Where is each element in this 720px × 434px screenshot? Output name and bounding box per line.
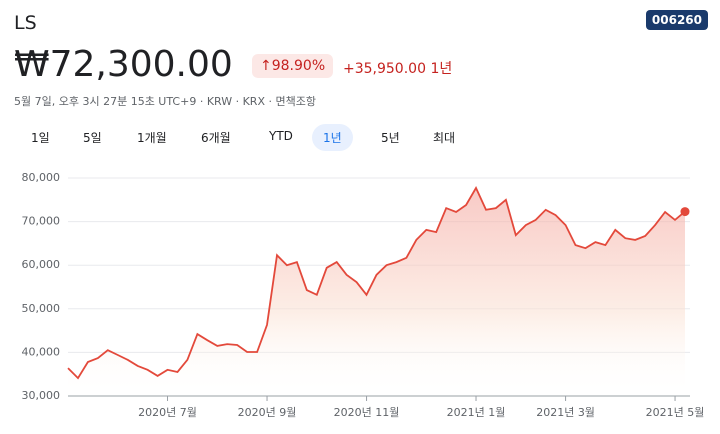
range-tab[interactable]: 1일: [31, 131, 50, 145]
y-tick-label: 40,000: [22, 345, 61, 358]
range-tab[interactable]: YTD: [269, 129, 293, 143]
range-tab[interactable]: 1년: [312, 124, 353, 151]
change-period: 1년: [430, 61, 453, 77]
ticker: LS: [14, 12, 37, 34]
stock-code: 006260: [645, 10, 708, 30]
range-tab[interactable]: 6개월: [201, 131, 231, 145]
y-tick-label: 30,000: [22, 389, 61, 402]
x-tick-label: 2021년 5월: [646, 406, 705, 419]
meta-info: 5월 7일, 오후 3시 27분 15초 UTC+9 · KRW · KRX ·…: [14, 95, 316, 108]
price: ₩72,300.00: [14, 44, 233, 85]
y-tick-label: 70,000: [22, 215, 61, 228]
y-tick-label: 80,000: [22, 171, 61, 184]
x-tick-label: 2020년 11월: [334, 406, 400, 419]
x-tick-label: 2021년 3월: [536, 406, 595, 419]
x-tick-label: 2021년 1월: [447, 406, 506, 419]
y-tick-label: 50,000: [22, 302, 61, 315]
change-absolute-row: +35,950.00 1년: [343, 58, 452, 78]
x-tick-label: 2020년 9월: [238, 406, 297, 419]
change-percent: 98.90%: [271, 58, 326, 74]
range-tab[interactable]: 5일: [83, 131, 102, 145]
range-tab[interactable]: 최대: [433, 131, 456, 145]
change-percent-chip: ↑98.90%: [252, 54, 334, 78]
y-tick-label: 60,000: [22, 258, 61, 271]
x-tick-label: 2020년 7월: [138, 406, 197, 419]
last-point: [680, 207, 690, 217]
range-tab[interactable]: 5년: [381, 131, 400, 145]
area-fill: [68, 188, 685, 396]
change-absolute: +35,950.00: [343, 61, 426, 77]
range-tab[interactable]: 1개월: [137, 131, 167, 145]
price-line: [67, 186, 686, 380]
